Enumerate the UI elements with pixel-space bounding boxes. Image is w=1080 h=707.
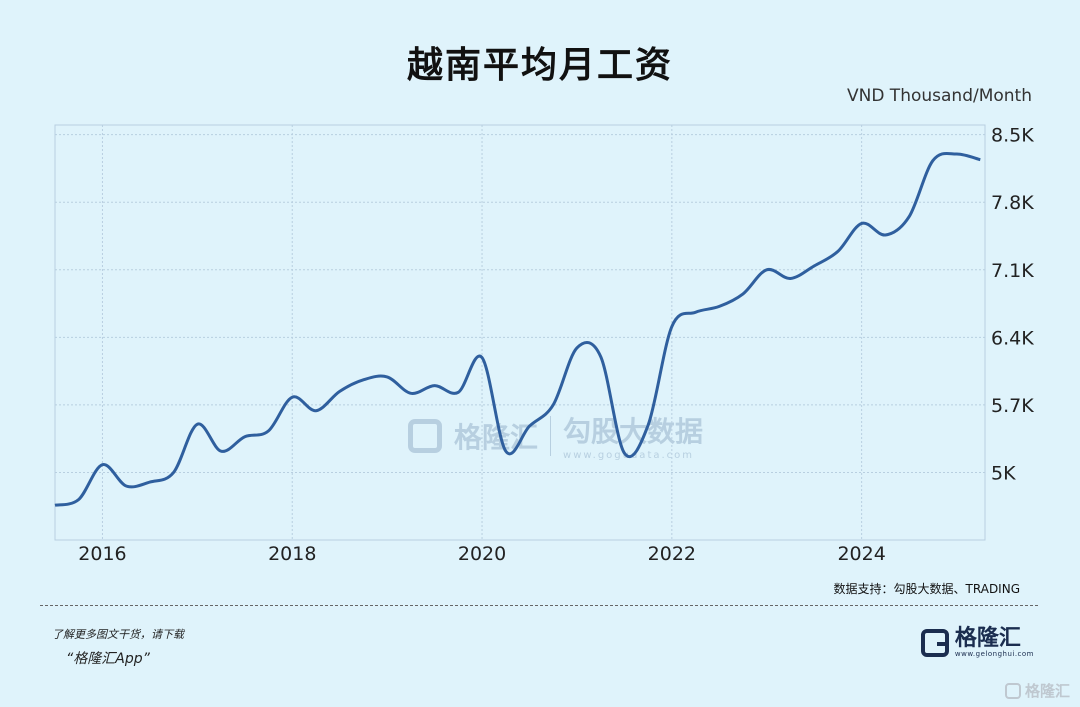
divider [40, 605, 1038, 606]
watermark-brand2: 勾股大数据 [563, 415, 704, 448]
chart-area: 2016 2018 2020 2022 2024 5K 5.7K 6.4K 7.1K 7.8K 8… [54, 124, 1034, 565]
chart-title: 越南平均月工资 [406, 45, 673, 86]
series-line [54, 151, 981, 507]
y-tick-label-5: 8.5K [991, 125, 1034, 147]
y-tick-label-2: 6.4K [991, 327, 1034, 349]
watermark-logo-icon [408, 418, 442, 453]
brand-name: 格隆汇 [954, 626, 1021, 651]
footer-prompt: 了解更多图文干货，请下载 [52, 628, 184, 641]
plot-border [54, 124, 986, 541]
data-source: 数据支持：勾股大数据、TRADING [833, 582, 1020, 596]
corner-logo: 格隆汇 [1004, 680, 1070, 701]
brand-logo-icon [920, 629, 949, 657]
grid-vertical [101, 125, 863, 540]
brand-logo: 格隆汇 www.gelonghui.com [920, 626, 1034, 658]
y-tick-label-0: 5K [991, 462, 1016, 484]
y-tick-label-1: 5.7K [991, 395, 1034, 417]
footer-app-name: “格隆汇App” [66, 651, 150, 667]
x-tick-label-2018: 2018 [268, 543, 316, 565]
y-tick-label-4: 7.8K [991, 192, 1034, 214]
line-chart: 2016 2018 2020 2022 2024 5K 5.7K 6.4K 7.1K 7.8K 8… [54, 124, 1034, 565]
x-tick-label-2022: 2022 [648, 543, 696, 565]
brand-url: www.gelonghui.com [954, 650, 1034, 658]
x-tick-label-2024: 2024 [837, 543, 885, 565]
corner-logo-text: 格隆汇 [1024, 682, 1070, 700]
x-tick-label-2016: 2016 [78, 543, 126, 565]
y-axis-ticks: 5K 5.7K 6.4K 7.1K 7.8K 8.5K [991, 125, 1034, 485]
grid-horizontal [55, 134, 985, 473]
x-axis-ticks: 2016 2018 2020 2022 2024 [78, 543, 886, 565]
watermark-separator [550, 415, 552, 456]
y-tick-label-3: 7.1K [991, 260, 1034, 282]
corner-logo-icon [1004, 682, 1021, 699]
x-tick-label-2020: 2020 [458, 543, 506, 565]
unit-label: VND Thousand/Month [846, 86, 1032, 106]
